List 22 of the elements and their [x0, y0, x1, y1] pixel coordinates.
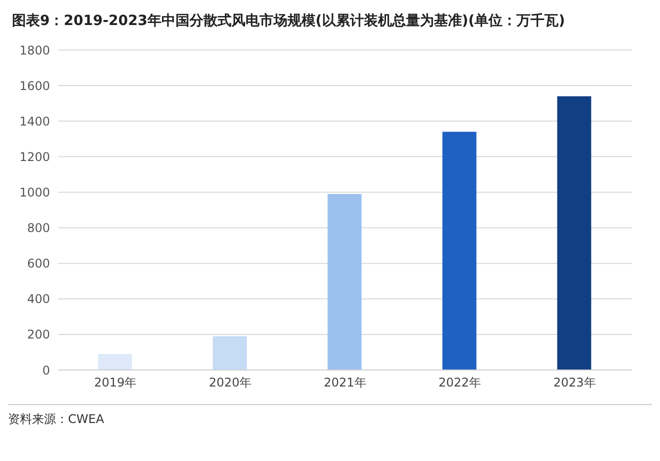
x-tick-label: 2020年 — [208, 376, 252, 390]
chart-title: 图表9：2019-2023年中国分散式风电市场规模(以累计装机总量为基准)(单位：万千瓦) — [11, 12, 566, 31]
y-tick-label: 1000 — [19, 185, 50, 200]
bar — [442, 132, 476, 370]
x-tick-label: 2021年 — [324, 376, 366, 390]
text: 资料来源：CWEA — [8, 411, 106, 428]
y-tick-label: 800 — [27, 221, 50, 236]
bar — [98, 354, 132, 370]
x-tick-label: 2023年 — [553, 376, 596, 390]
y-tick-label: 1200 — [19, 150, 50, 164]
y-tick-label: 400 — [27, 292, 50, 306]
x-tick-label: 2019年 — [94, 376, 137, 390]
y-tick-label: 1600 — [19, 78, 50, 93]
bar — [212, 336, 247, 370]
x-tick-label: 2022年 — [438, 376, 482, 390]
y-tick-label: 0 — [42, 363, 50, 378]
bar — [557, 96, 592, 370]
y-tick-label: 1400 — [19, 114, 50, 128]
y-tick-label: 1800 — [19, 43, 50, 58]
bar — [328, 194, 362, 370]
y-tick-label: 200 — [27, 328, 50, 342]
y-tick-label: 600 — [27, 256, 50, 271]
